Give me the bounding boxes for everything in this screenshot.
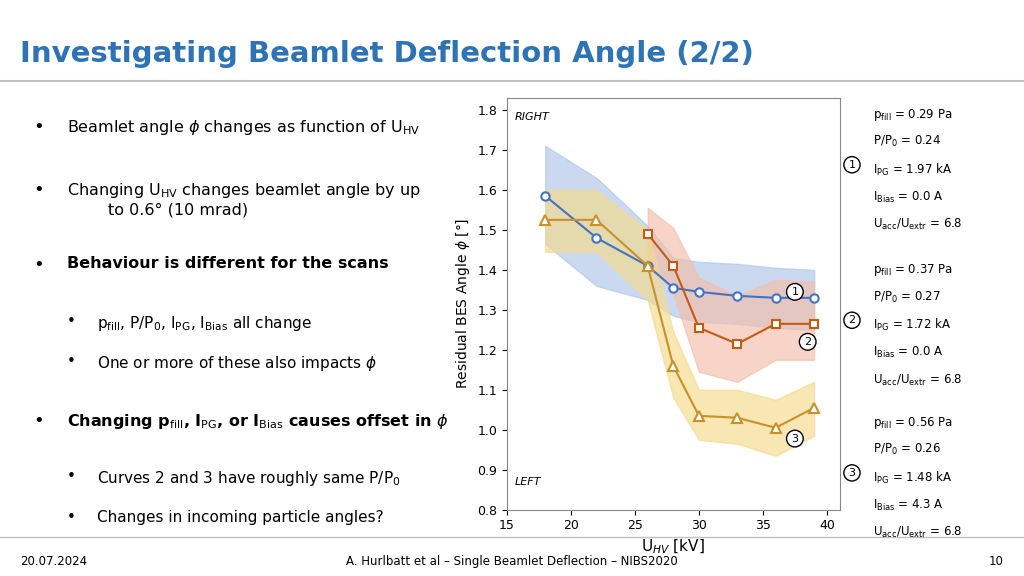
Text: P/P$_0$ = 0.27: P/P$_0$ = 0.27 bbox=[873, 290, 941, 305]
Text: 10: 10 bbox=[988, 555, 1004, 568]
Text: 1: 1 bbox=[849, 160, 855, 170]
Text: p$_{\mathrm{fill}}$ = 0.37 Pa: p$_{\mathrm{fill}}$ = 0.37 Pa bbox=[873, 262, 953, 278]
Text: I$_{\mathrm{Bias}}$ = 0.0 A: I$_{\mathrm{Bias}}$ = 0.0 A bbox=[873, 345, 944, 360]
Text: A. Hurlbatt et al – Single Beamlet Deflection – NIBS2020: A. Hurlbatt et al – Single Beamlet Defle… bbox=[346, 555, 678, 568]
Text: p$_{\mathrm{fill}}$ = 0.29 Pa: p$_{\mathrm{fill}}$ = 0.29 Pa bbox=[873, 107, 952, 123]
Text: p$_{\mathrm{fill}}$ = 0.56 Pa: p$_{\mathrm{fill}}$ = 0.56 Pa bbox=[873, 415, 953, 431]
Text: •: • bbox=[67, 354, 76, 369]
Text: 1: 1 bbox=[792, 287, 799, 297]
Text: Beamlet angle $\phi$ changes as function of U$_{\mathrm{HV}}$: Beamlet angle $\phi$ changes as function… bbox=[67, 118, 420, 137]
Text: •: • bbox=[33, 118, 43, 136]
Text: p$_{\mathrm{fill}}$, P/P$_0$, I$_{\mathrm{PG}}$, I$_{\mathrm{Bias}}$ all change: p$_{\mathrm{fill}}$, P/P$_0$, I$_{\mathr… bbox=[97, 314, 312, 333]
Text: P/P$_0$ = 0.24: P/P$_0$ = 0.24 bbox=[873, 134, 941, 149]
Text: I$_{\mathrm{PG}}$ = 1.72 kA: I$_{\mathrm{PG}}$ = 1.72 kA bbox=[873, 317, 952, 334]
Text: I$_{\mathrm{PG}}$ = 1.97 kA: I$_{\mathrm{PG}}$ = 1.97 kA bbox=[873, 162, 952, 178]
Text: P/P$_0$ = 0.26: P/P$_0$ = 0.26 bbox=[873, 442, 941, 457]
Text: Behaviour is different for the scans: Behaviour is different for the scans bbox=[67, 256, 388, 271]
Text: I$_{\mathrm{Bias}}$ = 0.0 A: I$_{\mathrm{Bias}}$ = 0.0 A bbox=[873, 190, 944, 204]
Text: •: • bbox=[33, 256, 43, 274]
Text: One or more of these also impacts $\phi$: One or more of these also impacts $\phi$ bbox=[97, 354, 378, 373]
Text: Changing p$_{\mathrm{fill}}$, I$_{\mathrm{PG}}$, or I$_{\mathrm{Bias}}$ causes o: Changing p$_{\mathrm{fill}}$, I$_{\mathr… bbox=[67, 412, 449, 431]
Y-axis label: Residual BES Angle $\phi$ [°]: Residual BES Angle $\phi$ [°] bbox=[454, 218, 472, 389]
Text: 2: 2 bbox=[804, 337, 811, 347]
Text: Curves 2 and 3 have roughly same P/P$_0$: Curves 2 and 3 have roughly same P/P$_0$ bbox=[97, 469, 400, 488]
Text: I$_{\mathrm{PG}}$ = 1.48 kA: I$_{\mathrm{PG}}$ = 1.48 kA bbox=[873, 470, 952, 486]
Text: Investigating Beamlet Deflection Angle (2/2): Investigating Beamlet Deflection Angle (… bbox=[20, 40, 755, 69]
Text: Changes in incoming particle angles?: Changes in incoming particle angles? bbox=[97, 510, 384, 525]
Text: 3: 3 bbox=[849, 468, 855, 478]
Text: •: • bbox=[67, 510, 76, 525]
Text: •: • bbox=[33, 412, 43, 430]
Text: Changing U$_{\mathrm{HV}}$ changes beamlet angle by up
        to 0.6° (10 mrad): Changing U$_{\mathrm{HV}}$ changes beaml… bbox=[67, 181, 420, 218]
Text: U$_{\mathrm{acc}}$/U$_{\mathrm{extr}}$ = 6.8: U$_{\mathrm{acc}}$/U$_{\mathrm{extr}}$ =… bbox=[873, 373, 963, 388]
Text: 20.07.2024: 20.07.2024 bbox=[20, 555, 88, 568]
Text: I$_{\mathrm{Bias}}$ = 4.3 A: I$_{\mathrm{Bias}}$ = 4.3 A bbox=[873, 498, 944, 513]
Text: IPP: IPP bbox=[940, 32, 983, 56]
Text: 3: 3 bbox=[792, 434, 799, 444]
Text: •: • bbox=[33, 181, 43, 199]
Text: •: • bbox=[67, 469, 76, 484]
X-axis label: U$_{HV}$ [kV]: U$_{HV}$ [kV] bbox=[641, 538, 706, 556]
Text: •: • bbox=[67, 314, 76, 329]
Text: U$_{\mathrm{acc}}$/U$_{\mathrm{extr}}$ = 6.8: U$_{\mathrm{acc}}$/U$_{\mathrm{extr}}$ =… bbox=[873, 525, 963, 540]
Text: RIGHT: RIGHT bbox=[515, 112, 550, 122]
Text: U$_{\mathrm{acc}}$/U$_{\mathrm{extr}}$ = 6.8: U$_{\mathrm{acc}}$/U$_{\mathrm{extr}}$ =… bbox=[873, 217, 963, 232]
Text: 2: 2 bbox=[849, 315, 855, 325]
Text: LEFT: LEFT bbox=[515, 477, 542, 487]
